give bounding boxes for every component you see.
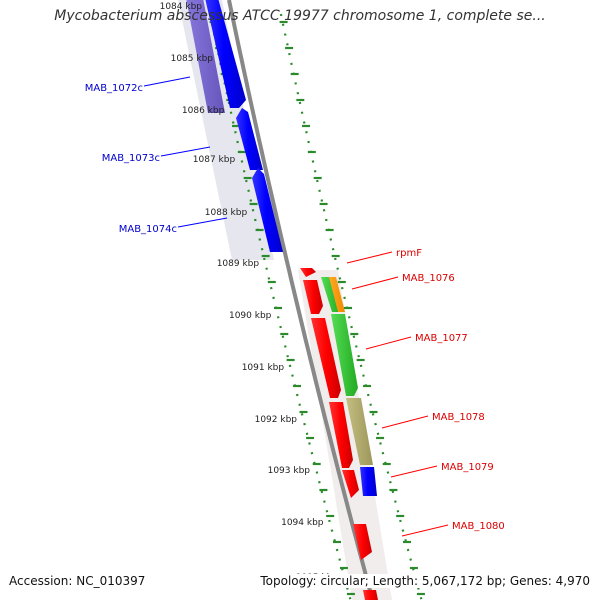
gene-MAB_1076-orange[interactable]: [329, 277, 345, 312]
gene-MAB_1072c-highlight[interactable]: [186, 0, 225, 113]
gene-MAB_1076[interactable]: [321, 277, 340, 312]
gene-leader-line: [160, 146, 211, 157]
gene-layer[interactable]: [186, 0, 378, 600]
gene-leader-line: [346, 251, 393, 264]
kbp-tick-label: 1088 kbp: [205, 208, 248, 218]
map-title: Mycobacterium abscessus ATCC 19977 chrom…: [54, 8, 546, 24]
kbp-tick-label: 1092 kbp: [255, 415, 298, 425]
forward-gene-label[interactable]: MAB_1080: [452, 521, 505, 532]
gene-leader-line: [351, 276, 399, 290]
reverse-gene-label[interactable]: MAB_1074c: [119, 224, 177, 235]
gene-MAB_1077[interactable]: [331, 314, 358, 396]
chromosome-backbone: [227, 0, 375, 600]
kbp-tick-label: 1093 kbp: [268, 466, 311, 476]
kbp-tick-label: 1094 kbp: [281, 518, 324, 528]
gene-MAB_1079[interactable]: [360, 467, 377, 496]
gene-red-2[interactable]: [311, 318, 341, 398]
gene-leader-line: [143, 76, 191, 87]
gene-red-4[interactable]: [342, 470, 359, 498]
forward-gene-label[interactable]: MAB_1078: [432, 412, 485, 423]
forward-gene-label[interactable]: rpmF: [396, 248, 422, 259]
kbp-tick-label: 1091 kbp: [242, 363, 285, 373]
kbp-tick-label: 1085 kbp: [171, 54, 214, 64]
gene-leader-line: [365, 336, 412, 350]
kbp-tick-label: 1086 kbp: [182, 106, 225, 116]
gene-MAB_1078[interactable]: [346, 398, 373, 465]
kbp-tick-label: 1090 kbp: [229, 311, 272, 321]
backbone-layer: [227, 0, 375, 600]
gene-MAB_1074c[interactable]: [252, 168, 283, 252]
gene-red-5[interactable]: [353, 524, 372, 560]
kbp-tick-label: 1087 kbp: [193, 155, 236, 165]
gene-red-3[interactable]: [329, 402, 353, 468]
gene-red-1[interactable]: [303, 280, 323, 314]
genome-stats-text: Topology: circular; Length: 5,067,172 bp…: [258, 574, 592, 588]
accession-text: Accession: NC_010397: [7, 574, 148, 588]
gene-MAB_1073c[interactable]: [236, 108, 263, 170]
gene-leader-line: [177, 217, 228, 228]
forward-gene-label[interactable]: MAB_1076: [402, 273, 455, 284]
gene-leader-line: [390, 465, 438, 478]
reverse-gene-label[interactable]: MAB_1073c: [102, 153, 160, 164]
gene-rpmF-marker[interactable]: [300, 268, 316, 277]
gene-leader-line: [401, 524, 449, 537]
forward-gene-label[interactable]: MAB_1079: [441, 462, 494, 473]
gene-MAB_1072c[interactable]: [205, 0, 246, 108]
gene-leader-line: [381, 415, 429, 429]
kbp-tick-label: 1089 kbp: [217, 259, 260, 269]
reverse-gene-label[interactable]: MAB_1072c: [85, 83, 143, 94]
gene-red-6[interactable]: [363, 590, 378, 600]
forward-gene-label[interactable]: MAB_1077: [415, 333, 468, 344]
kbp-tick-label: 1084 kbp: [160, 2, 203, 12]
